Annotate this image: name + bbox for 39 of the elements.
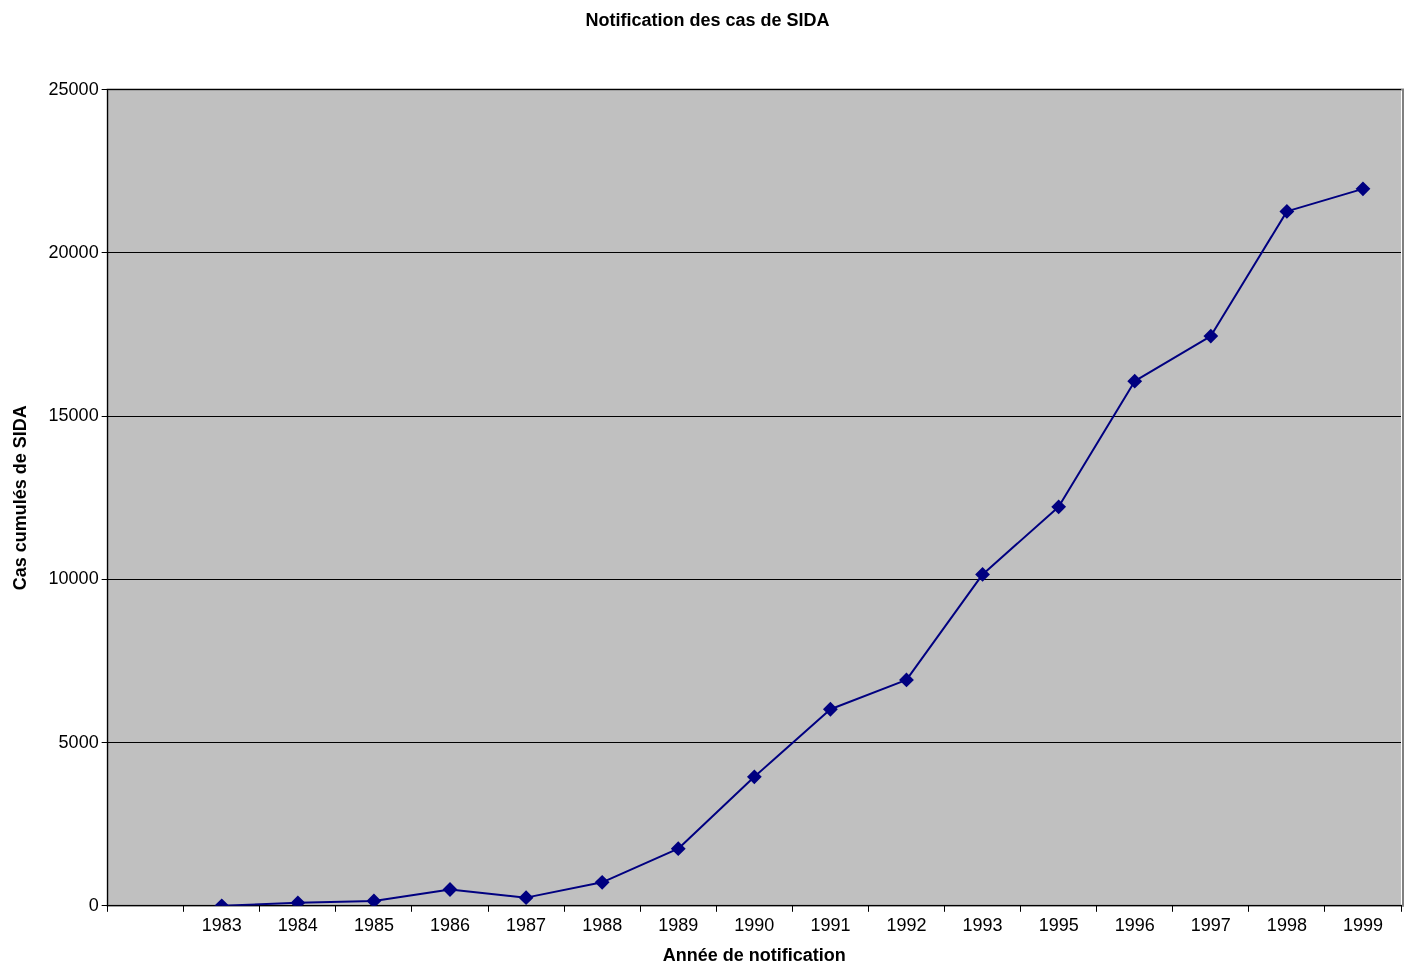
y-tick-label: 15000 — [48, 405, 99, 426]
point — [1203, 329, 1218, 344]
x-tick-label: 1998 — [1266, 914, 1307, 935]
point — [1127, 374, 1142, 389]
y-tick-label: 0 — [88, 894, 99, 915]
x-tick-label: 1999 — [1342, 914, 1383, 935]
point — [443, 882, 458, 897]
y-tick-label: 20000 — [48, 241, 99, 262]
x-tick-label: 1995 — [1038, 914, 1079, 935]
point — [671, 841, 686, 856]
point — [747, 769, 762, 784]
y-axis-title: Cas cumulés de SIDA — [9, 405, 30, 591]
point — [1355, 181, 1370, 196]
x-tick-label: 1990 — [734, 914, 775, 935]
x-tick-label: 1988 — [582, 914, 623, 935]
x-tick-label: 1996 — [1114, 914, 1155, 935]
point — [595, 875, 610, 890]
x-tick-label: 1989 — [658, 914, 699, 935]
y-tick-label: 10000 — [48, 568, 99, 589]
point — [823, 702, 838, 717]
x-tick-label: 1986 — [429, 914, 471, 935]
point — [519, 890, 534, 905]
x-tick-label: 1984 — [277, 914, 318, 935]
point — [1051, 499, 1066, 514]
x-tick-label: 1985 — [353, 914, 394, 935]
x-axis-title: Année de notification — [662, 945, 846, 966]
x-tick-label: 1993 — [962, 914, 1003, 935]
y-tick-label: 25000 — [48, 78, 99, 99]
x-tick-label: 1992 — [886, 914, 927, 935]
point — [975, 567, 990, 582]
x-tick-label: 1987 — [506, 914, 547, 935]
x-tick-label: 1991 — [810, 914, 851, 935]
x-tick-label: 1997 — [1190, 914, 1231, 935]
point — [1279, 204, 1294, 219]
x-tick-label: 1983 — [201, 914, 242, 935]
point — [366, 893, 381, 906]
chart-title: Notification des cas de SIDA — [585, 9, 830, 30]
point — [899, 672, 914, 687]
y-tick-label: 5000 — [58, 731, 99, 752]
